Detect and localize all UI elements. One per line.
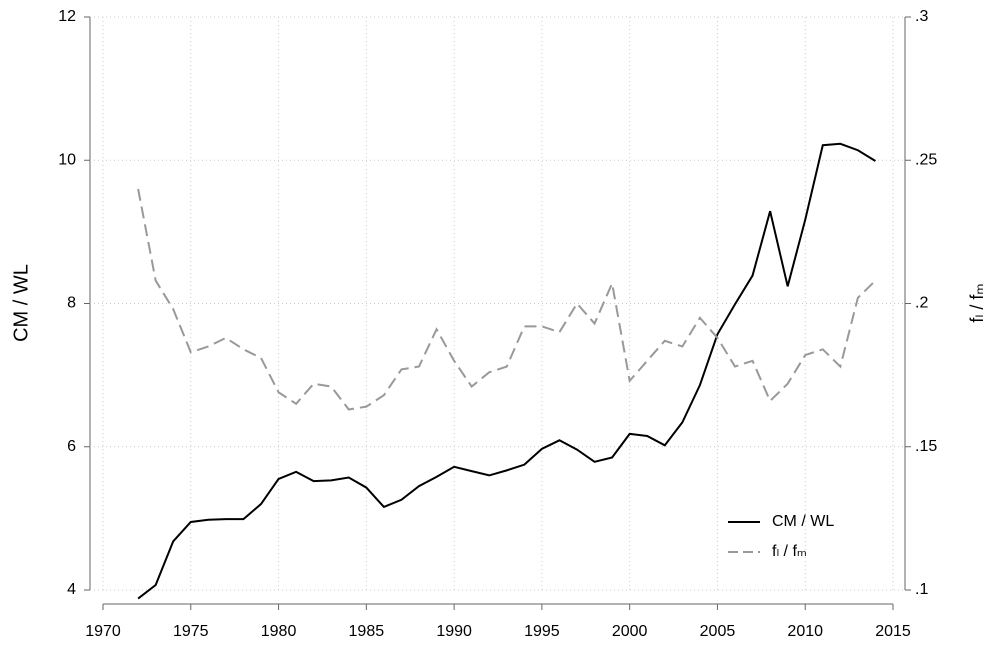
- y-tick-label: 8: [67, 295, 76, 312]
- y2-axis-title: fₗ / fₘ: [967, 283, 987, 322]
- legend-label: fₗ / fₘ: [772, 543, 807, 560]
- x-tick-label: 1990: [436, 623, 472, 640]
- x-tick-label: 2010: [787, 623, 823, 640]
- y2-tick-label: .15: [915, 438, 937, 455]
- y-tick-label: 4: [67, 581, 76, 598]
- x-tick-label: 1980: [261, 623, 297, 640]
- x-tick-label: 1985: [349, 623, 385, 640]
- x-tick-label: 2000: [612, 623, 648, 640]
- x-tick-label: 1995: [524, 623, 560, 640]
- data-line: [137, 188, 877, 411]
- y-tick-label: 10: [58, 151, 76, 168]
- x-tick-label: 1975: [173, 623, 209, 640]
- y2-tick-label: .25: [915, 151, 937, 168]
- y-tick-label: 6: [67, 438, 76, 455]
- y-axis-title: CM / WL: [10, 264, 32, 342]
- x-tick-label: 1970: [85, 623, 121, 640]
- y2-tick-label: .2: [915, 295, 928, 312]
- x-tick-label: 2005: [700, 623, 736, 640]
- data-line: [137, 142, 876, 600]
- x-tick-label: 2015: [875, 623, 911, 640]
- y-tick-label: 12: [58, 8, 76, 25]
- y2-tick-label: .3: [915, 8, 928, 25]
- y2-tick-label: .1: [915, 581, 928, 598]
- legend-label: CM / WL: [772, 513, 834, 530]
